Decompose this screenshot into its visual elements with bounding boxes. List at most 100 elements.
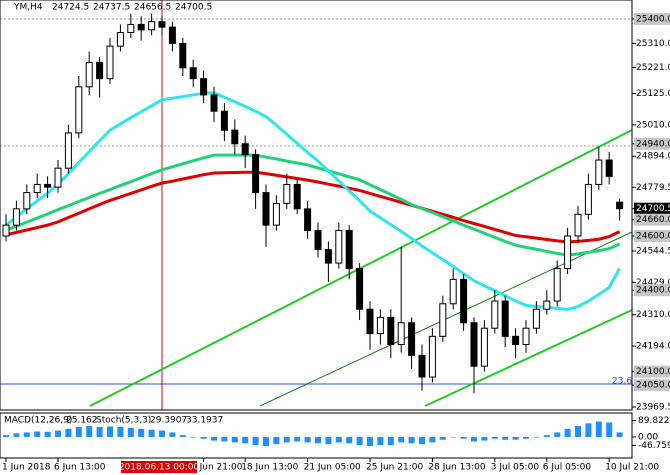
macd-bar (523, 436, 529, 439)
candle-body (449, 278, 457, 305)
candle-body (480, 327, 488, 367)
macd-bar (221, 436, 228, 442)
symbol: YM,H4 (13, 3, 43, 13)
level-box (634, 379, 670, 392)
x-tick-label: 18 Jun 13:00 (241, 463, 298, 473)
candle-body (137, 23, 145, 31)
x-tick-label: 25 Jun 21:00 (366, 463, 423, 473)
y-tick-label: 24779.5 (636, 183, 670, 193)
candle-body (252, 154, 260, 194)
y-tick-label: 24894.0 (636, 152, 670, 162)
macd-bar (242, 436, 249, 444)
candle-body (12, 208, 20, 226)
y-tick-label: 24940.0 (636, 139, 670, 149)
x-tick-label: 6 Jul 05:00 (543, 463, 592, 473)
candle-body (512, 335, 520, 345)
macd-bar (55, 430, 61, 437)
macd-bar (585, 423, 592, 437)
candle-body (127, 23, 135, 34)
y-tick-label: 24100.0 (636, 367, 670, 377)
x-tick-label: 28 Jun 13:00 (428, 463, 485, 473)
candle-body (324, 249, 332, 264)
candle-body (272, 202, 280, 226)
candle-body (491, 300, 499, 329)
candle-body (148, 21, 156, 31)
candle-body (44, 183, 52, 188)
macd-bar (616, 432, 623, 437)
macd-bar (564, 428, 571, 437)
y-tick-label: 24310.0 (636, 310, 670, 320)
y-tick-label: 25400.0 (636, 14, 670, 24)
candle-body (168, 26, 176, 44)
candle-body (564, 235, 572, 270)
x-tick-label: 10 Jul 21:00 (605, 463, 659, 473)
macd-bar (335, 436, 342, 443)
macd-bar (179, 435, 186, 437)
x-tick-label: 6 Jun 13:00 (54, 463, 106, 473)
crosshair-label: 2018.06.13 00:00 (119, 463, 200, 473)
candle-body (439, 303, 447, 337)
candle-body (616, 201, 624, 210)
candle-body (293, 183, 301, 210)
plot (2, 13, 624, 447)
low: 24656.5 (134, 3, 171, 13)
macd-bar (346, 436, 353, 444)
macd-bar (231, 436, 238, 443)
macd-bar (471, 436, 477, 442)
candle-body (116, 32, 124, 47)
open: 24724.5 (52, 3, 89, 13)
stoch-main: 29.3907 (150, 416, 187, 426)
macd-bar (356, 436, 363, 446)
x-tick-label: 21 Jun 05:00 (304, 463, 361, 473)
macd-bar (117, 426, 124, 437)
moving-average (5, 153, 621, 257)
macd-bar (543, 435, 550, 437)
macd-bar (419, 436, 425, 445)
stoch-name: Stoch(5,3,3) (96, 416, 151, 426)
candle-body (75, 86, 83, 134)
candle-body (356, 268, 364, 310)
candle-body (428, 335, 436, 378)
y-tick-label: 24544.5 (636, 247, 670, 257)
macd-bar (606, 422, 613, 437)
sub-frame (0, 412, 633, 459)
candle-body (64, 132, 72, 169)
level-box (634, 12, 670, 25)
macd-bar (408, 436, 415, 444)
macd-bar (575, 426, 581, 437)
macd-bar (283, 436, 290, 443)
candle-body (553, 268, 561, 302)
macd-bar (512, 436, 519, 440)
macd-bar (23, 432, 30, 437)
candle-body (189, 67, 197, 80)
y-tick-label: 24660.0 (636, 215, 670, 225)
macd-bar (367, 436, 373, 447)
level-box (634, 213, 670, 226)
macd-bar (595, 421, 602, 437)
macd-bar (481, 436, 488, 441)
candle-body (574, 213, 582, 237)
high: 24737.5 (93, 3, 130, 13)
y-tick-label: 24400.0 (636, 286, 670, 296)
candle-body (231, 129, 239, 145)
candle-body (605, 159, 613, 177)
y-tick-label: 23969.5 (636, 403, 670, 413)
y-tick-label: 25310.0 (636, 39, 670, 49)
y-tick-label: 25221.0 (636, 63, 670, 73)
candle-body (366, 308, 374, 335)
macd-bar (325, 436, 332, 445)
fib-label: 23.6 (612, 377, 632, 387)
macd-bar (96, 426, 103, 437)
main-frame (0, 0, 633, 411)
macd-bar (491, 436, 498, 439)
close: 24700.5 (175, 3, 212, 13)
macd-bar (460, 436, 467, 439)
candle-body (23, 192, 31, 210)
candle-body (314, 230, 322, 251)
candle-body (387, 316, 395, 345)
level-box (634, 229, 670, 242)
y-tick-label: 24600.0 (636, 231, 670, 241)
stoch-signal: 33.1937 (186, 416, 223, 426)
candle-body (262, 192, 270, 226)
